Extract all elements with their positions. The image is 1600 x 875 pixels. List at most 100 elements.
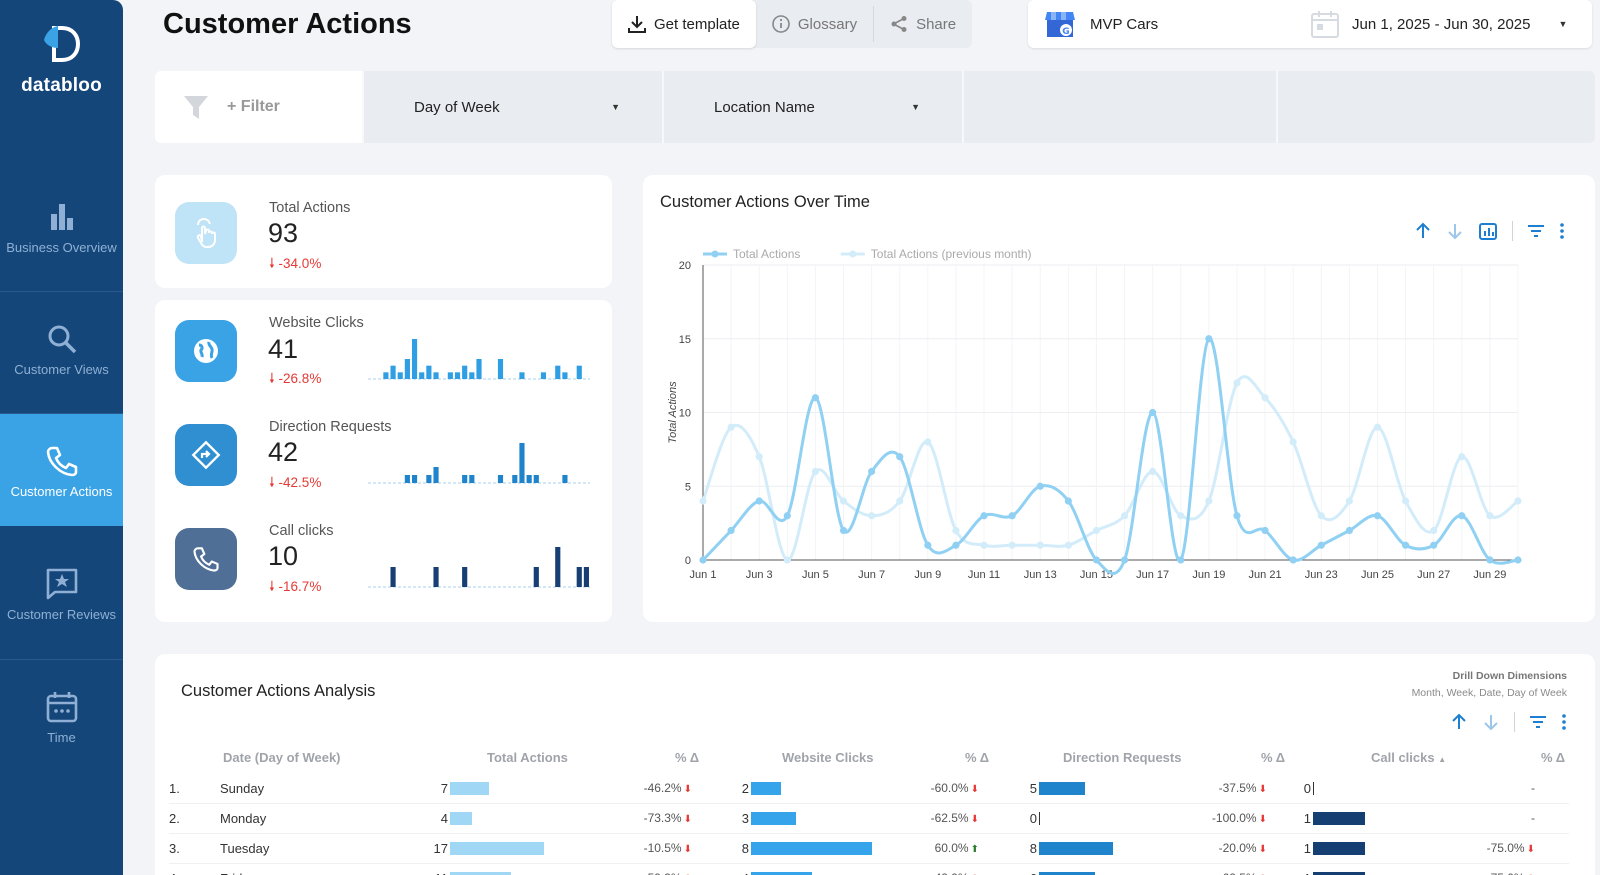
sparkline-bar [577,366,582,379]
pct-value: -62.5% [931,811,969,825]
total-pct-change: -59.3%⬇ [622,871,692,875]
web-value: 3 [729,811,749,826]
series-line-previous-month [703,377,1518,560]
legend-marker [849,251,856,258]
kpi-value: 10 [268,541,298,572]
y-tick-label: 15 [679,334,691,346]
data-point [1430,542,1437,549]
data-point [812,468,819,475]
total-bar [450,782,489,795]
data-point [980,542,987,549]
glossary-label: Glossary [798,16,857,33]
add-filter-label: + Filter [227,98,280,116]
arrow-down-icon: ⬇ [684,814,692,825]
column-header-pct-change[interactable]: % Δ [965,750,989,765]
filter-funnel-icon [183,94,209,120]
kpi-label: Direction Requests [269,419,392,435]
kpi-delta-value: -34.0% [279,256,322,271]
divider [1514,712,1515,732]
column-header-pct-change[interactable]: % Δ [1541,750,1565,765]
dropdown-label: Day of Week [414,99,500,116]
arrow-down-icon[interactable] [1482,713,1500,731]
y-axis-label: Total Actions [667,381,679,444]
data-point [1458,512,1465,519]
table-row[interactable]: 2. Monday 4 -73.3% ⬇ 3 -62.5% ⬇ 0 -100.0% ⬇ 1- [169,804,1569,834]
data-point [1458,453,1465,460]
get-template-button[interactable]: Get template [612,0,756,48]
column-header-website-clicks[interactable]: Website Clicks [782,750,874,765]
column-header-pct-change[interactable]: % Δ [675,750,699,765]
brand-name: databloo [0,75,123,97]
glossary-button[interactable]: Glossary [756,0,873,48]
x-tick-label: Jun 13 [1024,569,1057,580]
pct-value: -100.0% [1212,811,1257,825]
row-index: 3. [169,841,180,856]
arrow-down-icon: 🠗 [269,579,279,594]
date-range-picker[interactable]: Jun 1, 2025 - Jun 30, 2025 ▼ [1310,0,1567,48]
location-name-dropdown[interactable]: Location Name ▼ [662,71,962,143]
sparkline-bar [412,339,417,379]
pct-value: 60.0% [935,841,969,855]
data-point [728,424,735,431]
call-value: 1 [1291,811,1311,826]
filter-icon[interactable] [1529,713,1547,731]
column-header-direction-requests[interactable]: Direction Requests [1063,750,1181,765]
chart-card: Customer Actions Over Time 0 5 10 15 20 Jun 1… [643,175,1595,622]
page-title: Customer Actions [163,8,412,41]
arrow-down-icon: ⬇ [1259,844,1267,855]
data-point [896,453,903,460]
data-point [1205,497,1212,504]
add-filter-button[interactable]: + Filter [155,71,362,143]
column-header-call-clicks[interactable]: Call clicks ▲ [1371,750,1446,765]
info-icon [772,15,790,33]
sidebar-item-time[interactable]: Time [0,660,123,772]
x-tick-label: Jun 17 [1136,569,1169,580]
sparkline-bar [405,359,410,379]
arrow-up-icon[interactable] [1450,713,1468,731]
direction-icon [175,424,237,486]
table-row[interactable]: 4. Friday 11 -59.3%⬇ 4 -42.9%⬇ 6 -62.5%⬇ 1 -75.0%… [169,864,1569,875]
data-point [699,556,706,563]
phone-icon [175,528,237,590]
account-selector[interactable]: G MVP Cars Jun 1, 2025 - Jun 30, 2025 ▼ [1028,0,1592,48]
table-row[interactable]: 1. Sunday 7 -46.2% ⬇ 2 -60.0% ⬇ 5 -37.5% ⬇ 0- [169,774,1569,804]
data-point [1177,556,1184,563]
sidebar-item-business-overview[interactable]: Business Overview [0,170,123,282]
kpi-delta-value: -16.7% [279,579,322,594]
sidebar-item-customer-actions[interactable]: Customer Actions [0,414,123,526]
sidebar-item-label: Customer Reviews [7,607,116,622]
data-point [1261,394,1268,401]
dir-pct-change: -20.0% ⬇ [1197,841,1267,855]
dir-pct-change: -100.0% ⬇ [1197,811,1267,825]
line-chart[interactable]: 0 5 10 15 20 Jun 1 Jun 3 Jun 5 Jun 7 Jun 9 Jun 11 J… [643,235,1595,580]
arrow-up-icon: ⬆ [971,844,979,855]
sparkline-bar [577,567,582,587]
sparkline-bar [433,467,438,483]
phone-icon [45,444,79,478]
brand-logo[interactable]: databloo [0,22,123,97]
column-header-pct-change[interactable]: % Δ [1261,750,1285,765]
column-header-date[interactable]: Date (Day of Week) [223,750,341,765]
table-card: Customer Actions Analysis Drill Down Dim… [155,654,1595,875]
column-header-total-actions[interactable]: Total Actions [487,750,568,765]
pct-value: -10.5% [644,841,682,855]
sidebar-item-label: Customer Views [14,362,108,377]
data-point [1290,556,1297,563]
pct-value: - [1531,811,1535,825]
day-of-week-dropdown[interactable]: Day of Week ▼ [362,71,662,143]
share-button[interactable]: Share [874,0,972,48]
sidebar-item-customer-reviews[interactable]: Customer Reviews [0,537,123,649]
sparkline-bar [541,372,546,379]
pct-value: -60.0% [931,781,969,795]
data-point [1205,335,1212,342]
sparkline-bar [562,475,567,483]
data-point [1318,512,1325,519]
pct-value: -59.3% [644,871,682,875]
more-vert-icon[interactable] [1561,713,1567,731]
sidebar-item-customer-views[interactable]: Customer Views [0,292,123,404]
kpi-value: 93 [268,218,298,249]
table-row[interactable]: 3. Tuesday 17 -10.5% ⬇ 8 60.0% ⬆ 8 -20.0% ⬇ 1 -75.0%… [169,834,1569,864]
arrow-down-icon: 🠗 [269,371,279,386]
web-bar [751,842,872,855]
x-tick-label: Jun 27 [1417,569,1450,580]
